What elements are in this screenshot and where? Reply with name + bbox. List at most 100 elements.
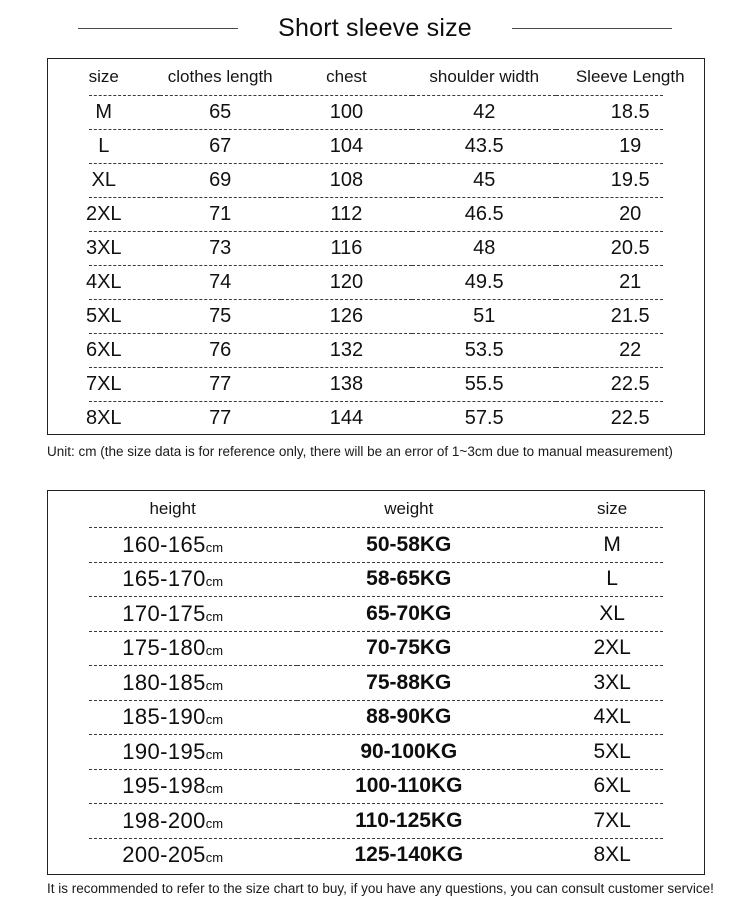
fit-guide-header: height weight size [48,491,704,527]
cell-sleeve-length: 19 [619,135,642,157]
cell-weight: 58-65KG [366,567,452,591]
row-separator [48,699,704,701]
table-row: L 67 104 43.5 19 [48,130,704,163]
cell-shoulder-width: 57.5 [464,407,504,429]
height-unit: cm [205,850,224,866]
cell-clothes-length: 77 [209,407,232,429]
table-row: 198-200cm 110-125KG 7XL [48,804,704,838]
cell-clothes-length: 65 [209,101,232,123]
height-unit: cm [205,677,224,693]
row-separator [48,197,704,198]
cell-size: M [603,532,621,556]
cell-height: 175-180cm [48,632,297,666]
cell-size: 8XL [593,843,631,867]
cell-size: 7XL [85,373,122,395]
cell-shoulder-width: 45 [473,169,496,191]
row-separator [48,665,704,666]
height-range: 165-170 [122,566,206,592]
cell-chest: 112 [330,203,363,225]
column-header-chest: chest [326,67,367,86]
height-range: 190-195 [122,738,206,764]
table-row: 2XL 71 112 46.5 20 [48,198,704,231]
column-header-weight: weight [384,499,434,518]
row-separator [48,803,704,804]
table-row: M 65 100 42 18.5 [48,96,704,129]
cell-size: 5XL [593,739,631,763]
table-row: 7XL 77 138 55.5 22.5 [48,368,704,401]
cell-sleeve-length: 22.5 [610,373,650,395]
cell-chest: 100 [329,101,364,123]
cell-weight: 110-125KG [355,808,463,832]
cell-weight: 88-90KG [366,705,452,729]
cell-size: 6XL [85,339,122,361]
fit-guide-table-container: height weight size 160-165cm 50-58KG M 165-… [47,490,705,875]
cell-sleeve-length: 19.5 [610,169,650,191]
cell-chest: 108 [329,169,364,191]
cell-height: 160-165cm [48,528,297,562]
height-range: 198-200 [122,807,206,833]
table-row: 185-190cm 88-90KG 4XL [48,701,704,735]
column-header-height: height [149,499,196,518]
table-row: 200-205cm 125-140KG 8XL [48,839,704,873]
cell-clothes-length: 75 [209,305,232,327]
height-unit: cm [205,539,224,555]
size-chart-header: size clothes length chest shoulder width… [48,59,704,95]
cell-weight: 90-100KG [360,739,458,763]
column-header-clothes-length: clothes length [167,67,273,86]
cell-shoulder-width: 43.5 [464,135,504,157]
cell-chest: 116 [330,237,363,259]
table-row: XL 69 108 45 19.5 [48,164,704,197]
height-range: 185-190 [122,704,206,730]
cell-size: 8XL [85,407,122,429]
cell-clothes-length: 73 [209,237,232,259]
cell-size: 4XL [593,705,631,729]
cell-sleeve-length: 21.5 [610,305,650,327]
cell-chest: 104 [329,135,364,157]
row-separator [48,367,704,368]
cell-clothes-length: 67 [209,135,232,157]
cell-size: 3XL [593,670,631,694]
table-row: 8XL 77 144 57.5 22.5 [48,402,704,435]
cell-sleeve-length: 20.5 [610,237,650,259]
fit-guide-table: height weight size 160-165cm 50-58KG M 165-… [48,491,704,872]
cell-chest: 144 [329,407,364,429]
column-header-size: size [88,67,119,86]
column-header-size: size [597,499,628,518]
cell-clothes-length: 77 [209,373,232,395]
cell-sleeve-length: 22 [619,339,642,361]
cell-size: 3XL [85,237,122,259]
cell-sleeve-length: 22.5 [610,407,650,429]
table-row: 160-165cm 50-58KG M [48,528,704,562]
row-separator [48,734,704,735]
height-unit: cm [205,643,224,659]
height-range: 175-180 [122,635,206,661]
cell-chest: 126 [329,305,364,327]
height-unit: cm [205,781,224,797]
cell-size: 5XL [85,305,122,327]
table-row: 180-185cm 75-88KG 3XL [48,666,704,700]
height-range: 160-165 [122,531,206,557]
title-rule-right-icon [511,27,672,29]
row-separator [48,163,704,164]
row-separator [48,596,704,597]
row-separator [48,129,704,130]
cell-clothes-length: 71 [209,203,232,225]
height-range: 195-198 [122,773,206,799]
cell-weight: 70-75KG [366,636,452,660]
row-separator [48,837,704,839]
cell-size: L [606,567,618,591]
cell-sleeve-length: 20 [619,203,642,225]
cell-clothes-length: 69 [209,169,232,191]
cell-size: XL [91,169,116,191]
cell-sleeve-length: 21 [619,271,642,293]
footer-note: It is recommended to refer to the size c… [47,881,714,896]
table-row: 6XL 76 132 53.5 22 [48,334,704,367]
cell-shoulder-width: 48 [473,237,496,259]
cell-weight: 75-88KG [366,670,452,694]
size-chart-table-container: size clothes length chest shoulder width… [47,58,705,435]
cell-size: 6XL [593,774,631,798]
cell-size: 2XL [85,203,122,225]
size-chart-table: size clothes length chest shoulder width… [48,59,704,435]
cell-clothes-length: 76 [209,339,232,361]
cell-height: 180-185cm [48,666,297,700]
